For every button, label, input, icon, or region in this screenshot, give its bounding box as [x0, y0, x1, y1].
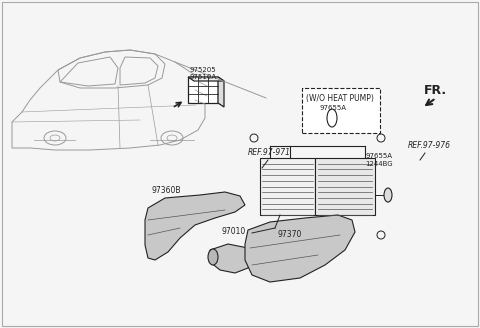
Polygon shape	[210, 244, 252, 273]
Text: REF.97-976: REF.97-976	[408, 141, 451, 150]
Text: REF.97-971: REF.97-971	[248, 148, 291, 157]
FancyBboxPatch shape	[302, 88, 380, 133]
Text: FR.: FR.	[424, 84, 447, 97]
FancyBboxPatch shape	[188, 77, 218, 103]
Text: 97360B: 97360B	[152, 186, 181, 195]
Polygon shape	[245, 215, 355, 282]
Polygon shape	[188, 77, 224, 81]
Text: 97655A: 97655A	[365, 153, 392, 159]
Ellipse shape	[208, 249, 218, 265]
Polygon shape	[145, 192, 245, 260]
Text: 975205: 975205	[189, 67, 216, 73]
Polygon shape	[315, 158, 375, 215]
Text: 97510A: 97510A	[189, 74, 216, 80]
Polygon shape	[260, 158, 315, 215]
Text: 97370: 97370	[278, 230, 302, 239]
Ellipse shape	[384, 188, 392, 202]
Text: (W/O HEAT PUMP): (W/O HEAT PUMP)	[306, 94, 374, 103]
Text: 97010: 97010	[221, 227, 245, 236]
Text: 1244BG: 1244BG	[365, 161, 393, 167]
Text: 97655A: 97655A	[320, 105, 347, 111]
Polygon shape	[218, 77, 224, 107]
